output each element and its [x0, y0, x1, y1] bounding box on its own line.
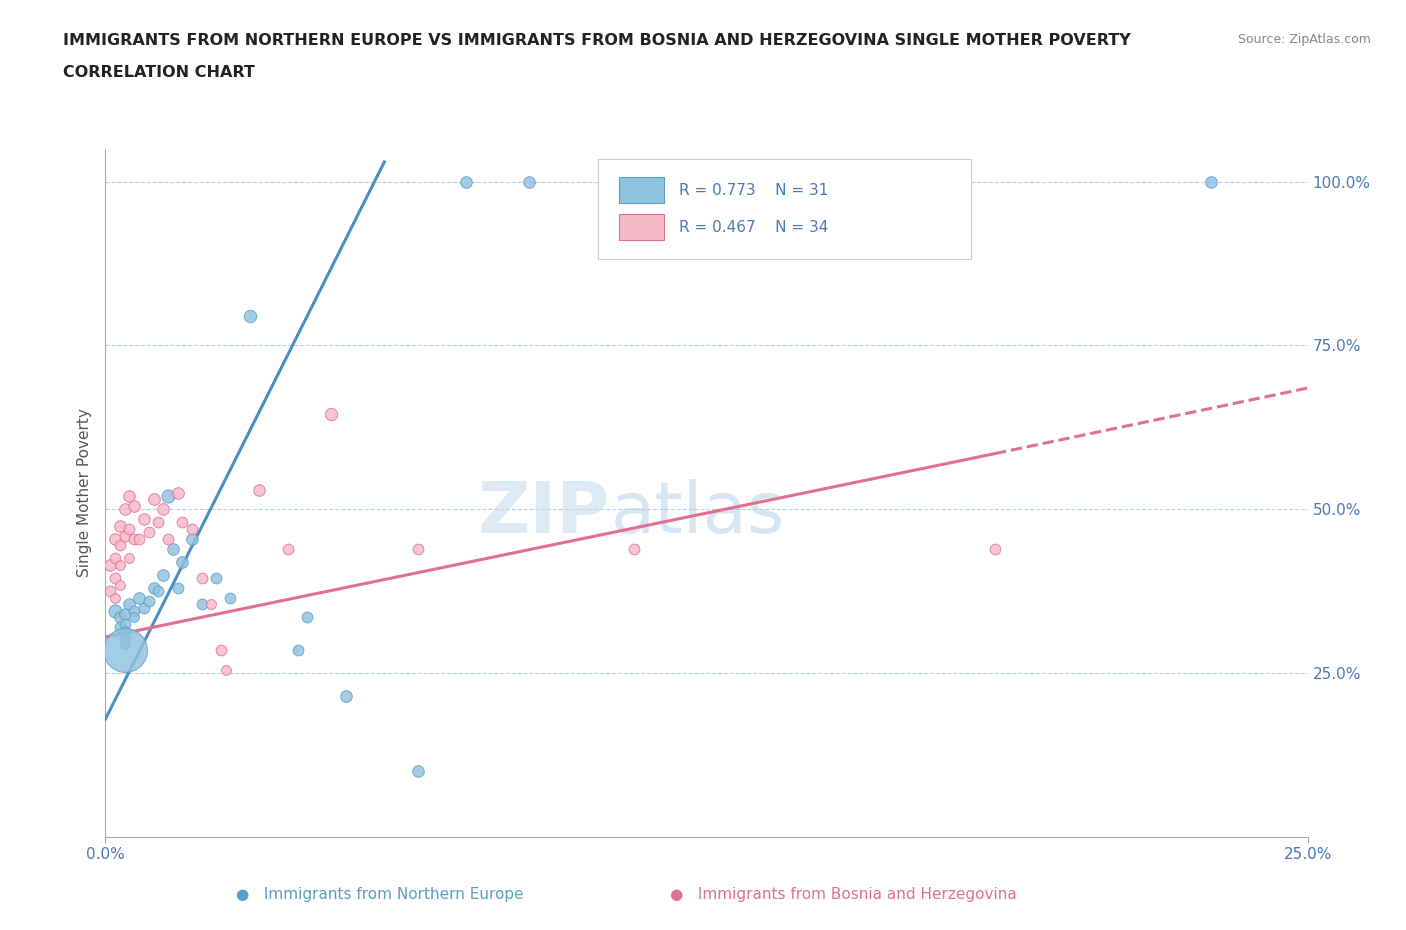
Text: atlas: atlas — [610, 479, 785, 548]
Point — [114, 630, 136, 644]
Point — [108, 619, 131, 634]
Point — [104, 531, 127, 546]
Point — [108, 558, 131, 573]
Point — [152, 567, 174, 582]
Point — [162, 541, 184, 556]
Point — [142, 580, 165, 595]
Point — [335, 688, 357, 703]
Point — [104, 571, 127, 586]
Point — [297, 610, 319, 625]
Point — [128, 591, 150, 605]
Point — [156, 489, 179, 504]
Text: ZIP: ZIP — [478, 479, 610, 548]
Point — [124, 531, 146, 546]
Point — [118, 522, 141, 537]
Point — [181, 522, 204, 537]
Point — [114, 528, 136, 543]
Point — [156, 531, 179, 546]
Point — [148, 515, 170, 530]
Point — [190, 597, 212, 612]
FancyBboxPatch shape — [599, 159, 972, 259]
Point — [190, 571, 212, 586]
Point — [104, 551, 127, 565]
Point — [166, 485, 188, 500]
Point — [114, 636, 136, 651]
Point — [142, 492, 165, 507]
Point — [114, 623, 136, 638]
Point — [454, 174, 477, 189]
Point — [132, 512, 155, 526]
Point — [152, 502, 174, 517]
Point — [114, 502, 136, 517]
Point — [214, 662, 236, 677]
Point — [132, 600, 155, 615]
Point — [108, 610, 131, 625]
Point — [108, 518, 131, 533]
Bar — [619, 214, 665, 240]
Point — [114, 606, 136, 621]
Point — [984, 541, 1007, 556]
Point — [239, 309, 262, 324]
Text: ●   Immigrants from Northern Europe: ● Immigrants from Northern Europe — [236, 887, 523, 902]
Point — [114, 617, 136, 631]
Point — [209, 643, 232, 658]
Point — [406, 541, 429, 556]
Point — [138, 525, 160, 539]
Point — [321, 406, 343, 421]
Text: R = 0.467    N = 34: R = 0.467 N = 34 — [679, 219, 828, 234]
Point — [247, 482, 270, 497]
Point — [181, 531, 204, 546]
Text: IMMIGRANTS FROM NORTHERN EUROPE VS IMMIGRANTS FROM BOSNIA AND HERZEGOVINA SINGLE: IMMIGRANTS FROM NORTHERN EUROPE VS IMMIG… — [63, 33, 1130, 47]
Text: CORRELATION CHART: CORRELATION CHART — [63, 65, 254, 80]
Point — [124, 604, 146, 618]
Point — [792, 174, 814, 189]
Point — [118, 551, 141, 565]
Point — [166, 580, 188, 595]
Point — [128, 531, 150, 546]
Point — [138, 593, 160, 608]
Point — [517, 174, 540, 189]
Text: R = 0.773    N = 31: R = 0.773 N = 31 — [679, 182, 828, 197]
Point — [108, 578, 131, 592]
Point — [124, 610, 146, 625]
Point — [623, 541, 645, 556]
Point — [98, 584, 121, 599]
Point — [118, 489, 141, 504]
Point — [104, 591, 127, 605]
Point — [277, 541, 299, 556]
Point — [200, 597, 222, 612]
Point — [205, 571, 228, 586]
Point — [124, 498, 146, 513]
Point — [172, 515, 194, 530]
Point — [287, 643, 309, 658]
Point — [219, 591, 242, 605]
Text: ●   Immigrants from Bosnia and Herzegovina: ● Immigrants from Bosnia and Herzegovina — [671, 887, 1017, 902]
Text: Source: ZipAtlas.com: Source: ZipAtlas.com — [1237, 33, 1371, 46]
Point — [118, 597, 141, 612]
Point — [1201, 174, 1223, 189]
Point — [104, 604, 127, 618]
Y-axis label: Single Mother Poverty: Single Mother Poverty — [77, 408, 93, 578]
Point — [599, 174, 621, 189]
Point — [108, 538, 131, 552]
Bar — [619, 177, 665, 203]
Point — [148, 584, 170, 599]
Point — [114, 643, 136, 658]
Point — [172, 554, 194, 569]
Point — [406, 764, 429, 779]
Point — [98, 558, 121, 573]
